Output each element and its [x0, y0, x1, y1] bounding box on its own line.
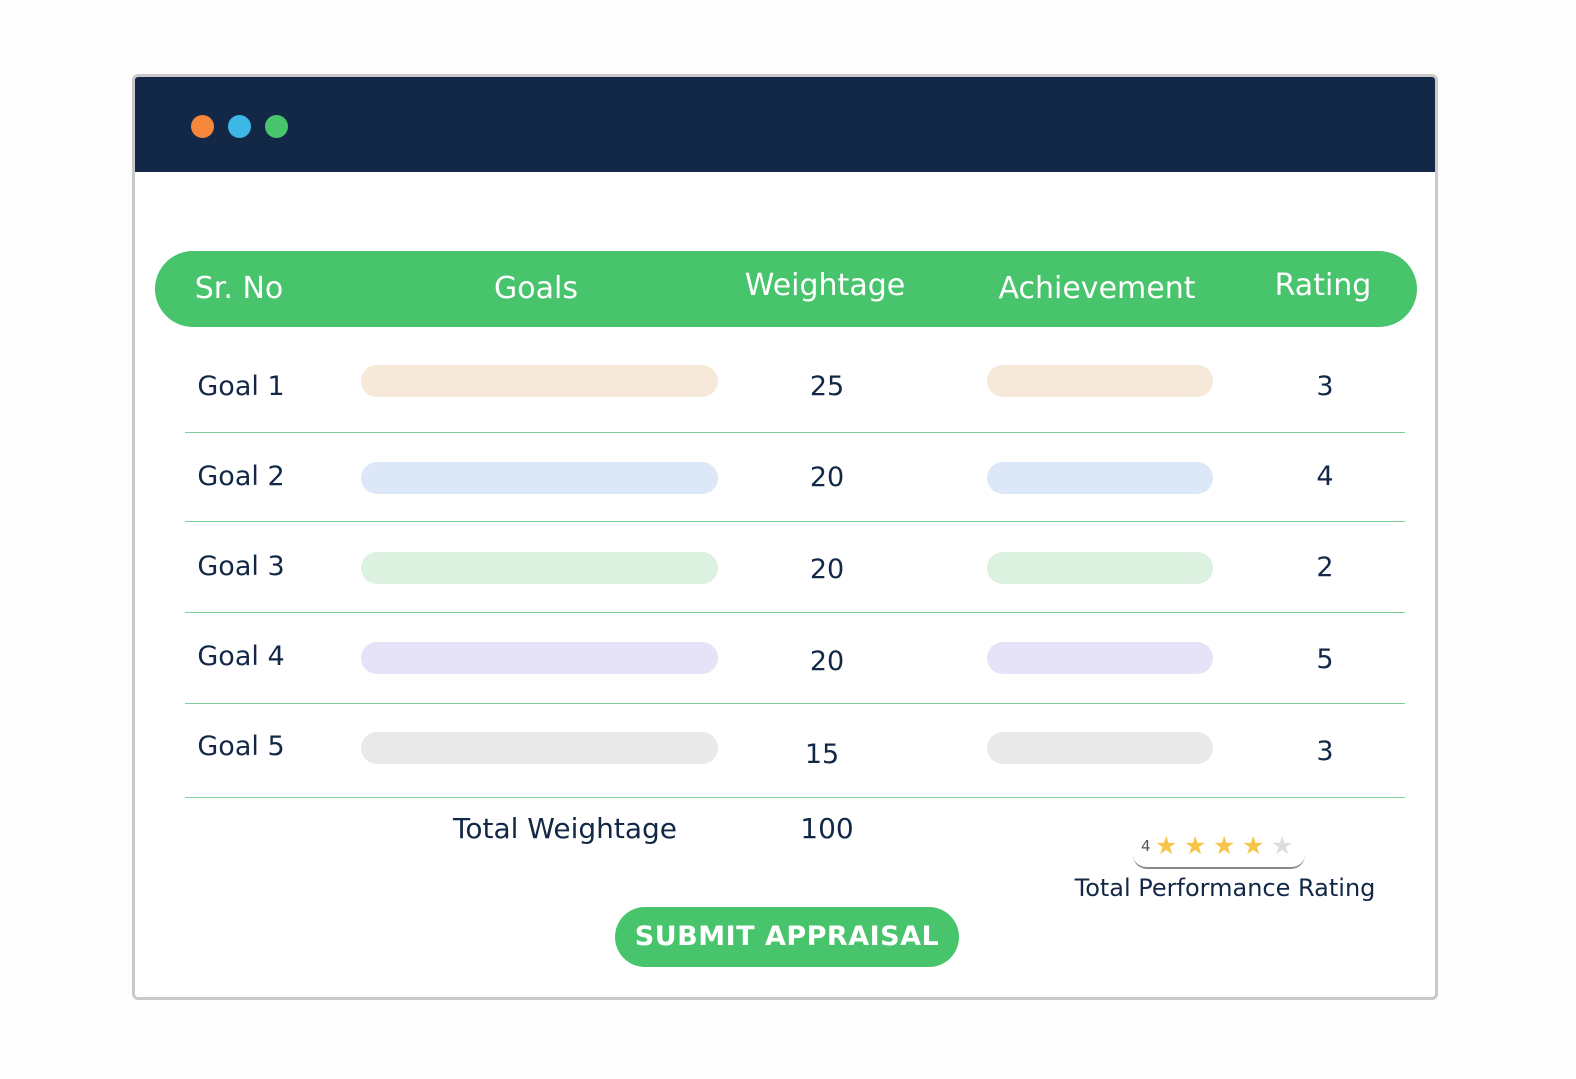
minimize-dot-icon[interactable] [228, 115, 251, 138]
header-weightage: Weightage [744, 268, 906, 303]
goal-input-bar[interactable] [361, 462, 718, 494]
row-divider [185, 432, 1405, 433]
table-header: Sr. No Goals Weightage Achievement Ratin… [155, 251, 1417, 327]
row-divider [185, 703, 1405, 704]
total-weightage-label: Total Weightage [453, 812, 677, 845]
goal-label: Goal 2 [197, 461, 285, 492]
rating-value: 3 [1316, 736, 1334, 767]
weightage-value: 20 [809, 646, 845, 677]
header-rating: Rating [1274, 268, 1372, 303]
star-icon: ★ [1271, 831, 1294, 860]
goal-label: Goal 1 [197, 371, 285, 402]
achievement-input-bar[interactable] [987, 552, 1213, 584]
goal-label: Goal 4 [197, 641, 285, 672]
rating-value: 4 [1316, 461, 1334, 492]
window-titlebar [135, 77, 1435, 172]
goal-input-bar[interactable] [361, 552, 718, 584]
rating-value: 5 [1316, 644, 1334, 675]
goal-input-bar[interactable] [361, 365, 718, 397]
app-window: Sr. No Goals Weightage Achievement Ratin… [132, 74, 1438, 1000]
row-divider [185, 797, 1405, 798]
star-icon: ★ [1184, 831, 1207, 860]
maximize-dot-icon[interactable] [265, 115, 288, 138]
star-icon: ★ [1155, 831, 1178, 860]
row-divider [185, 521, 1405, 522]
header-sr-no: Sr. No [194, 271, 284, 306]
row-divider [185, 612, 1405, 613]
goal-input-bar[interactable] [361, 642, 718, 674]
achievement-input-bar[interactable] [987, 732, 1213, 764]
weightage-value: 20 [809, 554, 845, 585]
star-rating: 4 ★ ★ ★ ★ ★ [1133, 831, 1305, 869]
goal-input-bar[interactable] [361, 732, 718, 764]
rating-value: 3 [1316, 371, 1334, 402]
achievement-input-bar[interactable] [987, 462, 1213, 494]
goal-label: Goal 3 [197, 551, 285, 582]
achievement-input-bar[interactable] [987, 642, 1213, 674]
star-icon: ★ [1242, 831, 1265, 860]
weightage-value: 25 [809, 371, 845, 402]
goal-label: Goal 5 [197, 731, 285, 762]
header-achievement: Achievement [998, 271, 1196, 306]
weightage-value: 20 [809, 462, 845, 493]
header-goals: Goals [494, 271, 578, 306]
weightage-value: 15 [804, 739, 840, 770]
star-icon: ★ [1213, 831, 1236, 860]
total-weightage-value: 100 [800, 812, 854, 845]
close-dot-icon[interactable] [191, 115, 214, 138]
rating-number: 4 [1141, 837, 1151, 855]
achievement-input-bar[interactable] [987, 365, 1213, 397]
total-performance-label: Total Performance Rating [1074, 874, 1376, 902]
rating-value: 2 [1316, 552, 1334, 583]
submit-appraisal-button[interactable]: SUBMIT APPRAISAL [615, 907, 959, 967]
